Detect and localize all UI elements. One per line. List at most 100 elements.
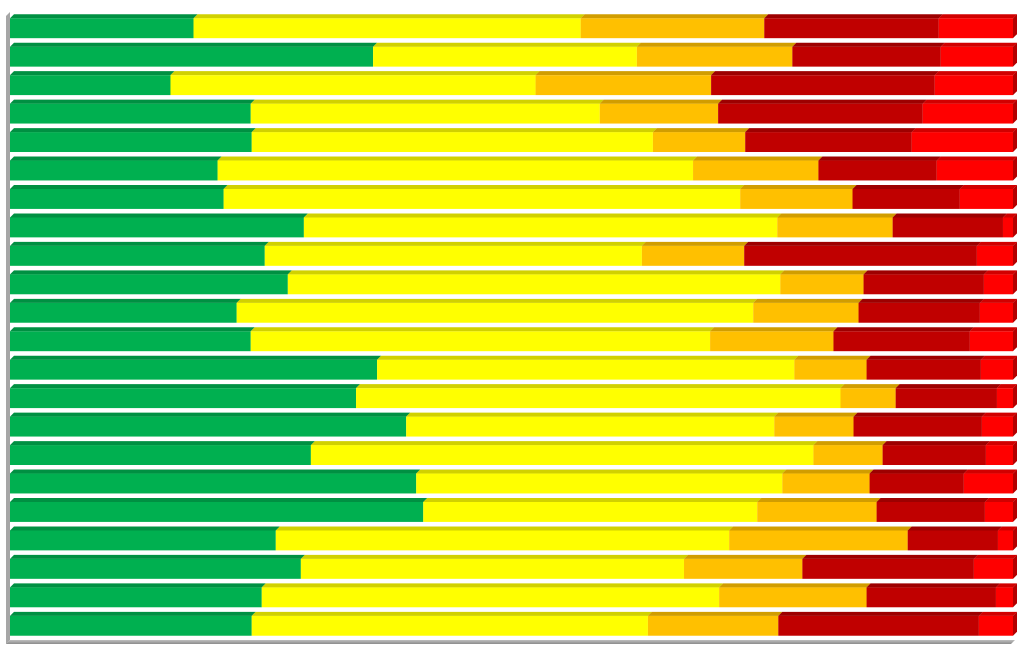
- bar-segment-top: [895, 384, 1001, 389]
- bar-segment-top: [10, 184, 228, 189]
- bar-segment-face: [10, 587, 262, 608]
- bar-end-cap: [1013, 71, 1017, 96]
- bar-segment-top: [980, 355, 1017, 360]
- bar-segment-top: [740, 184, 857, 189]
- bar-segment-top: [876, 497, 989, 502]
- bar-segment-face: [753, 302, 859, 323]
- bar-segment: [895, 384, 1001, 409]
- bar-segment-top: [969, 327, 1017, 332]
- bar-segment-face: [934, 75, 1013, 96]
- bar-row: [10, 213, 1017, 238]
- bar-segment-top: [10, 583, 266, 588]
- bar-segment-face: [170, 75, 536, 96]
- bar-row: [10, 42, 1017, 67]
- bar-segment: [802, 554, 978, 579]
- bar-segment-face: [275, 530, 730, 551]
- bar-segment-top: [753, 298, 863, 303]
- bar-segment-face: [684, 558, 803, 579]
- bar-segment-face: [938, 18, 1013, 39]
- bar-segment: [406, 412, 779, 437]
- bar-segment-face: [406, 416, 775, 437]
- bar-segment: [300, 554, 689, 579]
- bar-segment-face: [963, 473, 1013, 494]
- bar-segment-top: [997, 526, 1017, 531]
- bar-segment: [10, 441, 315, 466]
- bar-segment-top: [193, 14, 585, 19]
- bar-segment: [223, 184, 745, 209]
- bar-segment-top: [693, 156, 823, 161]
- bar-segment-face: [10, 501, 424, 522]
- bar-segment: [10, 71, 175, 96]
- bar-segment-face: [969, 331, 1013, 352]
- bar-segment-face: [892, 217, 1003, 238]
- bar-segment-top: [757, 497, 881, 502]
- bar-segment-top: [979, 298, 1017, 303]
- bar-end-cap: [1013, 99, 1017, 124]
- bar-segment: [744, 241, 981, 266]
- bar-segment-face: [636, 46, 793, 67]
- bar-segment: [978, 611, 1017, 636]
- bar-segment-top: [10, 42, 378, 47]
- bar-segment-face: [1002, 217, 1013, 238]
- bar-segment: [10, 270, 292, 295]
- bar-end-cap: [1013, 156, 1017, 181]
- bar-segment: [711, 71, 939, 96]
- bar-segment: [641, 241, 749, 266]
- bar-segment: [973, 554, 1017, 579]
- bar-segment-top: [711, 71, 939, 76]
- bar-segment: [10, 14, 198, 39]
- bar-end-cap: [1013, 213, 1017, 238]
- bar-segment-top: [780, 270, 868, 275]
- bar-segment-top: [250, 99, 604, 104]
- bar-segment-top: [423, 497, 762, 502]
- bar-segment-face: [693, 160, 819, 181]
- bar-segment-face: [10, 416, 407, 437]
- bar-segment: [310, 441, 818, 466]
- bar-segment-top: [934, 71, 1017, 76]
- bar-segment-face: [983, 274, 1013, 295]
- bar-end-cap: [1013, 469, 1017, 494]
- bar-segment-face: [981, 416, 1013, 437]
- bar-segment-face: [10, 188, 224, 209]
- bar-segment-top: [963, 469, 1017, 474]
- bar-segment-top: [652, 128, 750, 133]
- bar-segment-top: [976, 241, 1017, 246]
- bar-segment-top: [636, 42, 797, 47]
- bar-end-cap: [1013, 526, 1017, 551]
- bar-segment-top: [251, 128, 657, 133]
- bar-segment-top: [303, 213, 782, 218]
- bar-segment-face: [10, 103, 251, 124]
- bar-segment: [794, 355, 871, 380]
- bar-segment-top: [745, 128, 916, 133]
- bar-segment: [959, 184, 1017, 209]
- bar-row: [10, 241, 1017, 266]
- bar-segment-face: [922, 103, 1013, 124]
- bar-row: [10, 184, 1017, 209]
- bar-segment-top: [10, 270, 292, 275]
- bar-segment-top: [261, 583, 724, 588]
- bar-segment-face: [300, 558, 685, 579]
- bar-segment: [10, 298, 241, 323]
- bar-segment-face: [599, 103, 719, 124]
- bar-segment: [693, 156, 823, 181]
- bar-segment-top: [10, 213, 308, 218]
- bar-segment: [170, 71, 540, 96]
- bar-segment-top: [217, 156, 698, 161]
- bar-segment-face: [996, 388, 1013, 409]
- bar-segment: [236, 298, 758, 323]
- bar-segment-top: [377, 355, 799, 360]
- bar-segment-face: [711, 75, 935, 96]
- bar-segment-face: [978, 615, 1013, 636]
- bar-segment-face: [813, 445, 883, 466]
- bar-segment: [922, 99, 1017, 124]
- bar-segment-top: [10, 526, 280, 531]
- bar-segment-face: [719, 587, 867, 608]
- bar-segment-face: [264, 245, 642, 266]
- bar-segment: [10, 611, 256, 636]
- bar-segment: [10, 128, 256, 153]
- bar-segment-face: [869, 473, 964, 494]
- bar-segment-top: [287, 270, 785, 275]
- bar-segment: [782, 469, 874, 494]
- bar-segment: [535, 71, 716, 96]
